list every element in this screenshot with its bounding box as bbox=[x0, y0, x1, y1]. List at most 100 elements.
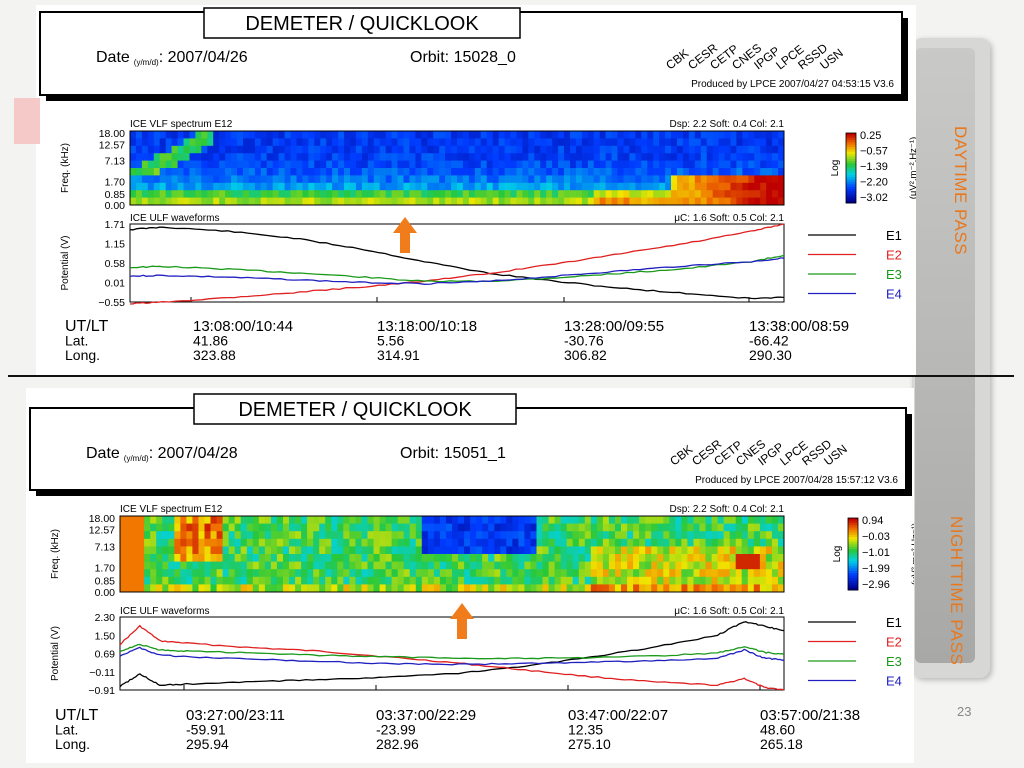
spectrogram-cell bbox=[724, 175, 731, 184]
spectrogram-cell bbox=[605, 153, 612, 162]
spectrogram-cell bbox=[458, 584, 465, 593]
spectrogram-cell bbox=[349, 516, 356, 525]
spectrogram-cell bbox=[748, 175, 755, 184]
spectrogram-cell bbox=[355, 145, 363, 154]
spectrogram-cell bbox=[391, 190, 398, 199]
spectrogram-cell bbox=[308, 160, 315, 169]
spectrogram-cell bbox=[266, 190, 274, 199]
spectrogram-cell bbox=[213, 168, 220, 176]
spectrogram-cell bbox=[694, 190, 702, 199]
spectrogram-cell bbox=[295, 561, 302, 570]
spectrogram-cell bbox=[231, 145, 238, 154]
spectrogram-cell bbox=[290, 197, 297, 206]
spectrogram-cell bbox=[736, 168, 743, 176]
spectrogram-cell bbox=[492, 182, 500, 191]
spectrogram-cell bbox=[736, 190, 743, 199]
spectrogram-cell bbox=[409, 175, 416, 184]
spectrogram-cell bbox=[150, 576, 157, 585]
colorbar bbox=[846, 133, 856, 204]
spectrogram-cell bbox=[207, 175, 214, 184]
spectrogram-cell bbox=[772, 145, 779, 154]
spectrogram-cell bbox=[645, 531, 652, 540]
spectrogram-cell bbox=[320, 131, 327, 139]
spectrogram-cell bbox=[462, 182, 470, 191]
spectrogram-cell bbox=[409, 516, 417, 525]
spectrogram-cell bbox=[272, 153, 280, 162]
spectrogram-cell bbox=[500, 561, 507, 570]
spectrogram-cell bbox=[482, 561, 489, 570]
spectrogram-cell bbox=[693, 561, 700, 570]
spectrogram-cell bbox=[379, 145, 387, 154]
spectrogram-cell bbox=[159, 182, 167, 191]
spectrogram-cell bbox=[558, 145, 565, 154]
spectrogram-cell bbox=[162, 531, 169, 540]
spectrogram-cell bbox=[760, 145, 767, 154]
spectrogram-cell bbox=[270, 561, 278, 570]
spectrogram-cell bbox=[635, 160, 642, 169]
spectrogram-cell bbox=[587, 138, 595, 147]
spectrogram-cell bbox=[682, 145, 690, 154]
spectrogram-cell bbox=[391, 538, 399, 547]
spectrogram-cell bbox=[195, 175, 202, 184]
spectrogram-cell bbox=[452, 516, 459, 525]
spectrogram-cell bbox=[766, 153, 773, 162]
spectrogram-cell bbox=[766, 168, 773, 176]
ulf-series-e3-line bbox=[119, 643, 785, 660]
spectrogram-cell bbox=[270, 569, 278, 578]
spectrogram-cell bbox=[665, 160, 672, 169]
spectrogram-cell bbox=[192, 576, 199, 585]
spectrogram-cell bbox=[754, 131, 761, 139]
spectrogram-cell bbox=[243, 153, 250, 162]
spectrogram-cell bbox=[669, 576, 676, 585]
spectrogram-cell bbox=[150, 569, 157, 578]
spectrogram-cell bbox=[599, 138, 607, 147]
spectrogram-cell bbox=[421, 145, 428, 154]
spectrogram-cell bbox=[548, 531, 556, 540]
spectrogram-cell bbox=[283, 561, 290, 570]
colorbar-frame bbox=[845, 132, 857, 204]
spectrogram-cell bbox=[711, 516, 719, 525]
spectrogram-cell bbox=[403, 531, 411, 540]
spectrogram-cell bbox=[564, 182, 571, 191]
spectrogram-cell bbox=[135, 138, 143, 147]
ulf-series-e1-line bbox=[119, 621, 785, 688]
spectrogram-cell bbox=[446, 576, 453, 585]
spectrogram-cell bbox=[717, 569, 725, 578]
spectrogram-cell bbox=[504, 168, 511, 176]
spectrogram-cell bbox=[183, 131, 190, 139]
spectrogram-cell bbox=[621, 516, 628, 525]
spectrogram-cell bbox=[433, 182, 440, 191]
spectrogram-cell bbox=[433, 584, 441, 593]
spectrogram-cell bbox=[403, 523, 411, 532]
spectrogram-cell bbox=[590, 531, 598, 540]
spectrogram-cell bbox=[462, 145, 470, 154]
spectrogram-cell bbox=[608, 554, 616, 563]
spectrogram-cell bbox=[560, 523, 568, 532]
spectrogram-cell bbox=[138, 584, 145, 593]
spectrogram-cell bbox=[296, 131, 303, 139]
spectrogram-cell bbox=[651, 561, 658, 570]
spectrogram-cell bbox=[748, 168, 755, 176]
spectrogram-cell bbox=[433, 569, 441, 578]
spectrogram-cell bbox=[162, 561, 169, 570]
spectrogram-cell bbox=[629, 190, 636, 199]
spectrogram-cell bbox=[584, 569, 592, 578]
spectrogram-cell bbox=[302, 131, 309, 139]
spectrogram-cell bbox=[621, 584, 628, 593]
spectrogram-cell bbox=[482, 538, 489, 547]
spectrogram-cell bbox=[578, 561, 586, 570]
spectrogram-cell bbox=[367, 561, 374, 570]
spectrogram-cell bbox=[177, 168, 184, 176]
spectrogram-cell bbox=[243, 131, 250, 139]
spectrogram-cell bbox=[319, 516, 326, 525]
spectrogram-cell bbox=[522, 153, 529, 162]
spectrogram-cell bbox=[657, 538, 664, 547]
spectrogram-cell bbox=[498, 160, 505, 169]
spectrogram-cell bbox=[210, 561, 217, 570]
colorbar-cell bbox=[848, 578, 858, 581]
spectrogram-cell bbox=[464, 546, 471, 555]
spectrogram-cell bbox=[771, 584, 779, 593]
legend-entry-e2: E2 bbox=[886, 248, 902, 263]
spectrogram-cell bbox=[344, 153, 351, 162]
vlf-title: ICE VLF spectrum E12 bbox=[130, 119, 233, 130]
